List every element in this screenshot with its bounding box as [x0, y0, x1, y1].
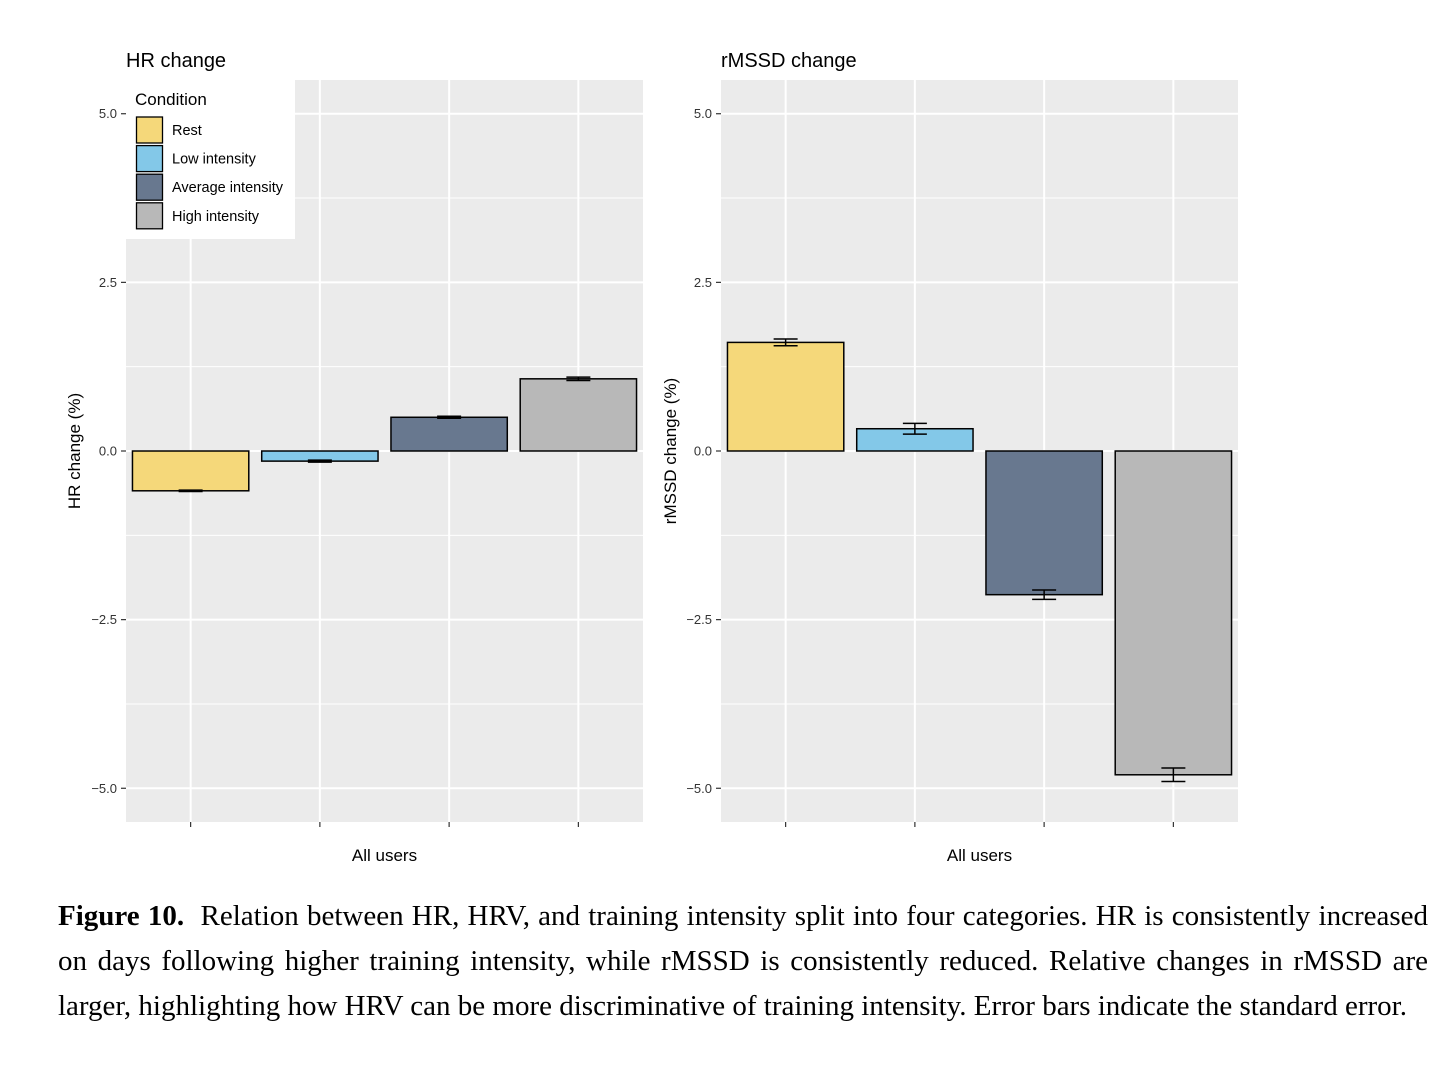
legend-key-average-intensity — [135, 173, 164, 201]
legend-title: Condition — [135, 90, 207, 109]
legend-label: Low intensity — [172, 152, 257, 168]
legend-key-rest — [135, 116, 164, 144]
hr-bar-average-intensity — [390, 416, 509, 452]
rmssd-y-tick-label: −5.0 — [686, 781, 712, 796]
legend-key-high-intensity — [135, 202, 164, 230]
hr-y-tick-label: 0.0 — [99, 444, 117, 459]
hr-y-tick-label: 2.5 — [99, 275, 117, 290]
hr-y-tick-label: −5.0 — [91, 781, 117, 796]
hr-x-axis-label: All users — [352, 846, 417, 865]
hr-bar-rest — [131, 450, 250, 492]
figure-canvas: 5.0 2.5 0.0 −2.5 −5.0 HR change All users HR ch… — [65, 50, 1238, 865]
hr-panel-title: HR change — [126, 50, 226, 72]
legend-label: High intensity — [172, 209, 260, 225]
caption-label: Figure 10. — [58, 900, 185, 932]
legend-key-low-intensity — [135, 144, 164, 173]
hr-y-tick-label: −2.5 — [91, 612, 117, 627]
figure-caption: Figure 10. Relation between HR, HRV, and… — [58, 894, 1428, 1029]
rmssd-bar-rest — [726, 341, 845, 452]
hr-y-tick-label: 5.0 — [99, 106, 117, 121]
rmssd-y-tick-label: 0.0 — [694, 444, 712, 459]
rmssd-y-axis-label: rMSSD change (%) — [661, 378, 680, 524]
hr-y-axis-label: HR change (%) — [65, 393, 84, 509]
rmssd-y-tick-label: −2.5 — [686, 612, 712, 627]
rmssd-bar-high-intensity — [1114, 450, 1233, 776]
rmssd-y-tick-label: 2.5 — [694, 275, 712, 290]
legend-label: Rest — [172, 123, 202, 139]
rmssd-y-tick-label: 5.0 — [694, 106, 712, 121]
rmssd-bar-average-intensity — [985, 450, 1104, 596]
legend-label: Average intensity — [172, 180, 284, 196]
caption-text: Relation between HR, HRV, and training i… — [58, 900, 1429, 1022]
rmssd-x-axis-label: All users — [947, 846, 1012, 865]
hr-bar-high-intensity — [519, 378, 638, 452]
rmssd-panel-title: rMSSD change — [721, 50, 857, 72]
